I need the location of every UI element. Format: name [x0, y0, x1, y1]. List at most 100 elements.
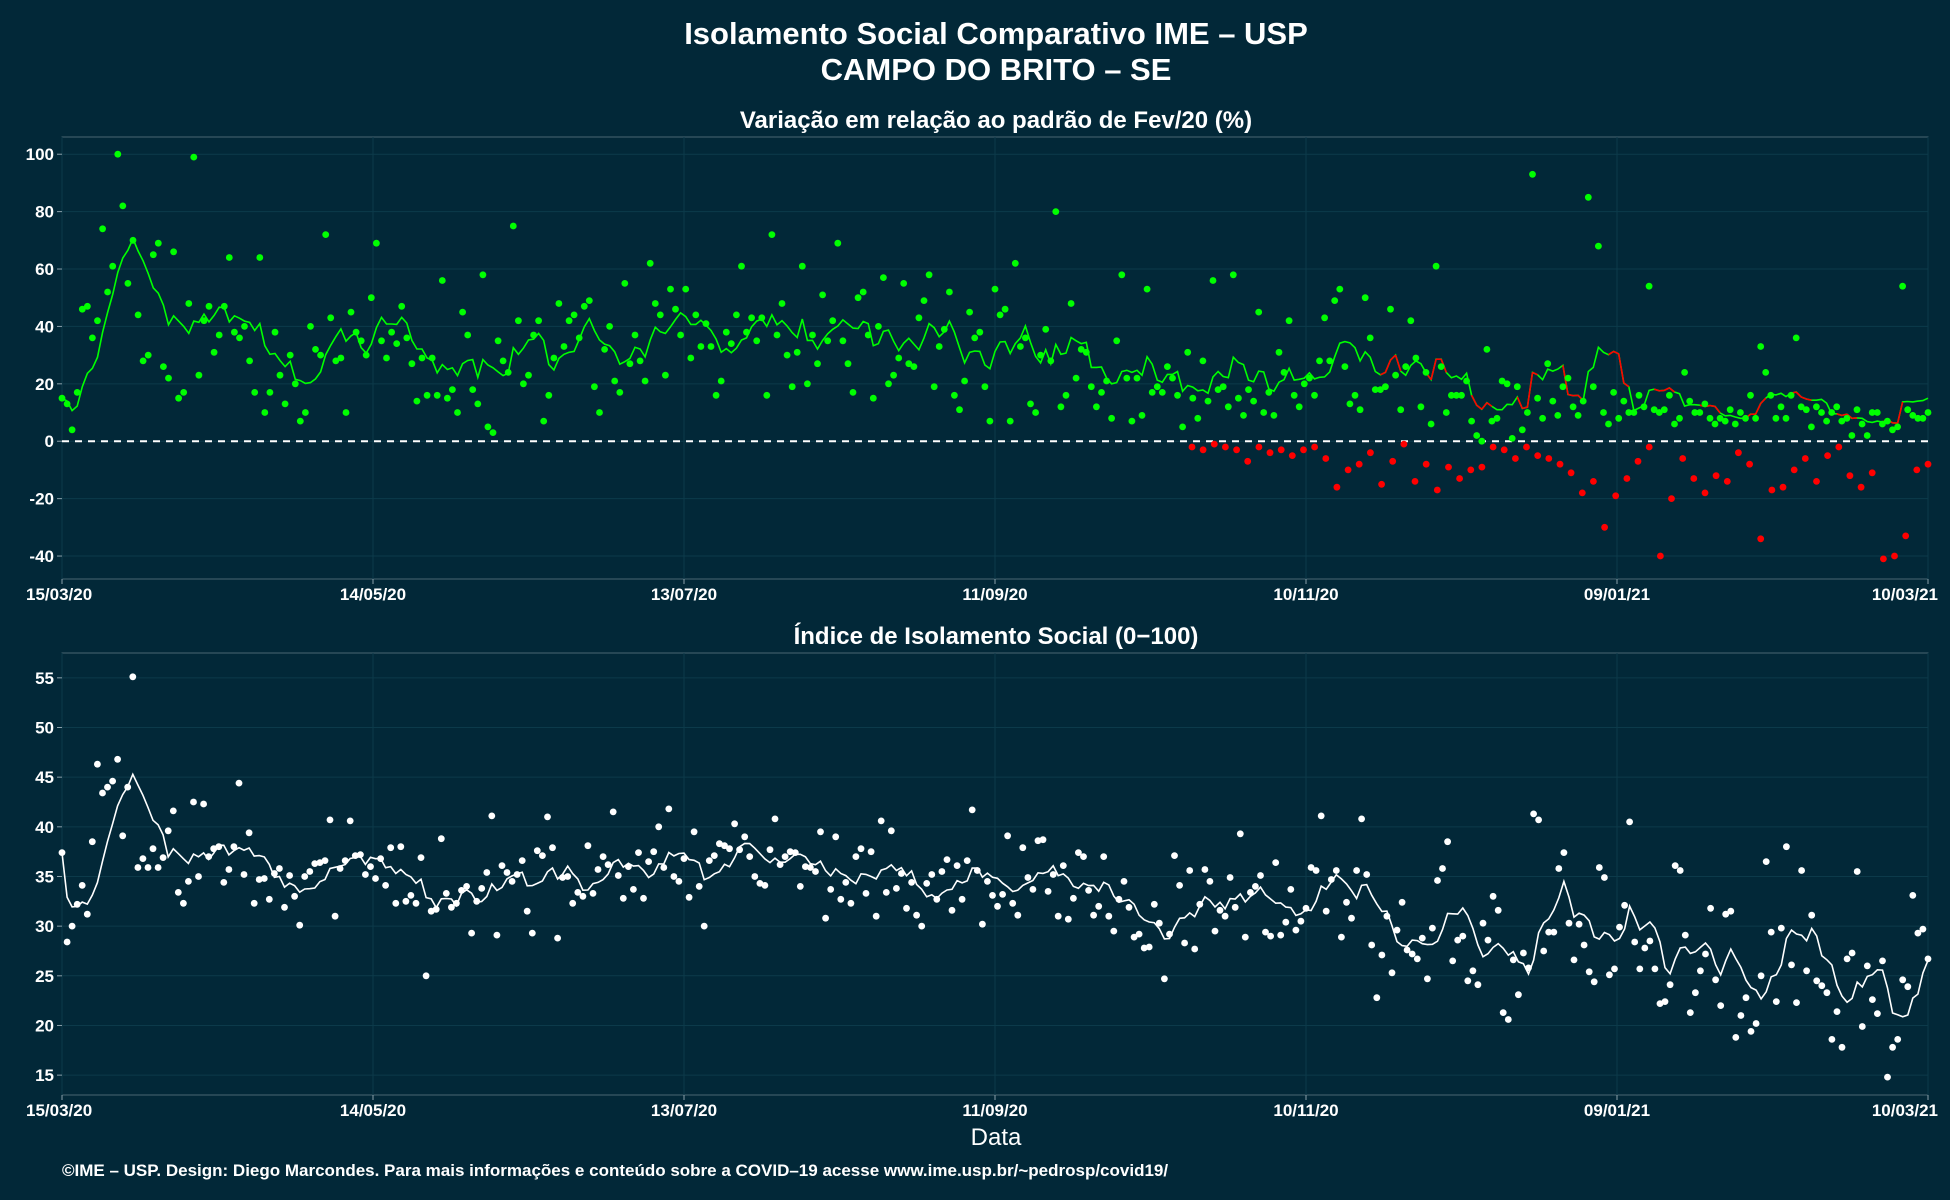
panel2-point: [1823, 989, 1831, 997]
panel2-point: [68, 922, 76, 930]
panel1-point: [895, 354, 903, 362]
panel1-point: [839, 337, 847, 345]
panel1-point: [1387, 305, 1394, 313]
panel1-moving-average-negative-segment: [1663, 387, 1670, 392]
panel2-point: [1373, 994, 1381, 1002]
panel2-point: [1009, 899, 1017, 907]
panel2-point: [1474, 981, 1482, 989]
panel1-point: [1797, 403, 1805, 411]
panel1-y-axis: 100 80 60 40 20 0 -20 -40: [26, 145, 62, 566]
panel1-point: [1873, 409, 1881, 416]
panel1-point: [935, 343, 943, 350]
panel2-point: [1631, 938, 1639, 946]
panel2-point: [953, 862, 961, 869]
panel2-point: [1494, 906, 1502, 914]
panel2-point: [1636, 965, 1644, 973]
panel2-point: [245, 829, 253, 837]
panel2-point: [1100, 853, 1108, 860]
panel1-point: [717, 377, 725, 385]
panel1-point: [885, 380, 892, 388]
panel1-point: [875, 323, 882, 330]
panel2-point: [1004, 832, 1011, 840]
panel1-point: [1057, 403, 1065, 411]
panel1-point: [144, 351, 152, 359]
panel1-point: [1422, 369, 1430, 376]
panel2-point: [174, 889, 182, 896]
panel1-point: [352, 328, 360, 336]
x-axis-label: Data: [971, 1124, 1022, 1151]
panel2-point: [493, 931, 501, 939]
panel1-point: [1813, 403, 1820, 411]
panel2-point: [1783, 843, 1790, 851]
panel2-point: [1889, 1043, 1896, 1051]
panel2-point: [1282, 918, 1290, 926]
panel2-x-tick-label: 10/11/20: [1273, 1101, 1338, 1120]
panel1-point: [626, 360, 634, 368]
panel2-point: [1413, 955, 1421, 963]
panel2-point: [1171, 852, 1178, 859]
panel2-point: [367, 863, 374, 870]
panel2-title: Índice de Isolamento Social (0−100): [794, 622, 1199, 650]
panel2-point: [630, 886, 637, 893]
panel1-point-negative: [1266, 449, 1274, 457]
panel2-point: [1206, 878, 1214, 885]
panel1-point: [1752, 414, 1759, 422]
panel2-point: [1752, 1020, 1760, 1027]
panel2-point: [599, 853, 607, 860]
panel2-point: [1429, 924, 1436, 932]
panel1-point: [575, 334, 583, 342]
panel2-point: [1727, 907, 1735, 915]
panel1-point: [200, 317, 208, 325]
panel1-point: [1554, 412, 1562, 419]
panel1-moving-average-negative-segment: [1567, 393, 1574, 397]
panel2-point: [78, 882, 86, 889]
panel2-point: [240, 871, 248, 878]
panel1-point: [707, 343, 715, 350]
panel2-point: [190, 798, 197, 806]
panel2-point: [230, 843, 238, 851]
panel2-point: [1424, 975, 1431, 983]
panel2-point: [260, 875, 268, 882]
panel2-point: [1550, 928, 1558, 936]
panel2-point: [1479, 919, 1487, 927]
panel2-point: [432, 905, 440, 913]
panel2-point: [1484, 936, 1492, 944]
panel2-point: [832, 833, 840, 841]
panel2-point: [463, 883, 470, 890]
panel1-point: [459, 308, 466, 316]
panel2-point: [306, 868, 314, 875]
panel1-point: [1478, 437, 1486, 445]
panel2-point: [963, 857, 971, 864]
panel2-x-tick-label: 14/05/20: [340, 1101, 406, 1120]
panel1-point: [423, 391, 431, 399]
panel2-point: [635, 849, 642, 856]
panel1-moving-average-negative-segment: [1896, 401, 1904, 424]
panel2-point: [1904, 983, 1912, 991]
panel1-point: [322, 231, 330, 239]
panel2-point: [473, 897, 481, 905]
panel2-point: [1737, 1012, 1745, 1019]
panel1-point: [1103, 377, 1110, 385]
panel1-point: [535, 317, 542, 325]
panel1-point: [1879, 420, 1886, 428]
panel2-point: [1130, 933, 1138, 941]
panel1-point: [1772, 414, 1780, 422]
panel1-point: [1828, 409, 1836, 416]
panel2-point: [1570, 956, 1578, 964]
panel2-point: [58, 849, 66, 856]
panel2-point: [1080, 853, 1087, 860]
panel2-point: [1418, 934, 1426, 942]
panel1-point: [1787, 391, 1795, 399]
panel2-point: [478, 885, 486, 892]
panel2-point: [680, 855, 688, 862]
panel1-point: [1701, 400, 1709, 408]
panel2-point: [640, 894, 647, 902]
panel1-point-negative: [1824, 452, 1831, 459]
panel1-point: [210, 348, 218, 356]
panel1-moving-average-negative-segment: [1668, 387, 1676, 393]
panel2-point: [124, 783, 132, 791]
panel2-y-tick-label: 35: [35, 867, 54, 886]
panel2-point: [109, 777, 116, 785]
panel2-x-axis: 15/03/20 14/05/20 13/07/20 11/09/20 10/11/20…: [26, 1095, 1938, 1120]
panel1-point: [256, 254, 264, 261]
